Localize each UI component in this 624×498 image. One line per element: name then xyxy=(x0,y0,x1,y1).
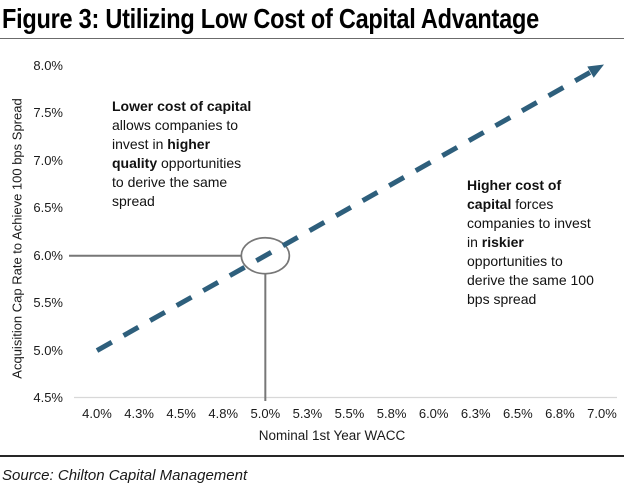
annotation-line: quality opportunities xyxy=(112,154,282,173)
trend-line-dashed xyxy=(95,69,594,353)
x-tick-label: 5.5% xyxy=(334,406,365,421)
annotation-text: invest in xyxy=(112,136,168,152)
x-tick-label: 4.5% xyxy=(166,406,196,421)
annotation-text-bold: capital xyxy=(467,196,512,212)
x-tick-label: 5.3% xyxy=(292,406,323,421)
x-tick-label: 5.0% xyxy=(250,406,281,421)
x-tick-label: 6.0% xyxy=(418,406,449,421)
x-tick-label: 7.0% xyxy=(587,406,617,421)
annotation-text: to derive the same xyxy=(112,174,228,190)
annotation-line: bps spread xyxy=(467,290,617,309)
y-tick-label: 4.5% xyxy=(33,390,63,405)
annotation-lower-cost-of-capital: Lower cost of capital allows companies to… xyxy=(112,97,282,211)
annotation-line: spread xyxy=(112,192,282,211)
annotation-text-bold: Lower cost of capital xyxy=(112,98,252,114)
x-tick-label: 6.5% xyxy=(503,406,533,421)
x-tick-label: 6.8% xyxy=(545,406,575,421)
annotation-text-bold: quality xyxy=(112,155,158,171)
annotation-text: derive the same 100 xyxy=(467,272,594,288)
annotation-line: capital forces xyxy=(467,195,617,214)
annotation-text: spread xyxy=(112,193,155,209)
x-tick-label: 4.8% xyxy=(208,406,239,421)
annotation-line: to derive the same xyxy=(112,173,282,192)
annotation-text: opportunities to xyxy=(467,253,563,269)
annotation-line: derive the same 100 xyxy=(467,271,617,290)
footer-divider-line xyxy=(0,455,624,457)
annotation-line: opportunities to xyxy=(467,252,617,271)
x-tick-label: 4.0% xyxy=(82,406,112,421)
source-attribution: Source: Chilton Capital Management xyxy=(2,467,248,484)
annotation-line: invest in higher xyxy=(112,135,282,154)
x-tick-label: 5.8% xyxy=(376,406,407,421)
annotation-text: in xyxy=(467,234,482,250)
annotation-text: forces xyxy=(511,196,554,212)
title-divider-line xyxy=(0,38,624,39)
y-tick-label: 8.0% xyxy=(33,58,63,73)
x-axis-title: Nominal 1st Year WACC xyxy=(258,428,406,443)
trend-line-arrowhead xyxy=(587,64,604,78)
annotation-text: allows companies to xyxy=(112,117,239,133)
y-tick-label: 5.0% xyxy=(33,342,63,358)
annotation-line: Higher cost of xyxy=(467,176,617,195)
callout-circle xyxy=(240,236,291,275)
y-tick-label: 6.5% xyxy=(33,200,63,216)
annotation-text-bold: riskier xyxy=(481,234,524,250)
annotation-line: allows companies to xyxy=(112,116,282,135)
annotation-line: in riskier xyxy=(467,233,617,252)
annotation-higher-cost-of-capital: Higher cost of capital forces companies to… xyxy=(467,176,617,309)
figure-title: Figure 3: Utilizing Low Cost of Capital … xyxy=(2,3,539,34)
annotation-text-bold: Higher cost of xyxy=(467,177,562,193)
annotation-line: companies to invest xyxy=(467,214,617,233)
annotation-line: Lower cost of capital xyxy=(112,97,282,116)
y-tick-label: 6.0% xyxy=(33,247,63,263)
y-tick-label: 7.0% xyxy=(33,152,63,168)
x-tick-label: 4.3% xyxy=(124,406,154,421)
annotation-text-bold: higher xyxy=(167,136,211,152)
annotation-text: opportunities xyxy=(157,155,242,171)
x-tick-label: 6.3% xyxy=(460,406,491,421)
y-axis-title: Acquisition Cap Rate to Achieve 100 bps … xyxy=(9,98,25,379)
annotation-text: companies to invest xyxy=(467,215,591,231)
annotation-text: bps spread xyxy=(467,291,537,307)
y-tick-label: 7.5% xyxy=(33,105,63,121)
y-tick-label: 5.5% xyxy=(33,295,63,311)
